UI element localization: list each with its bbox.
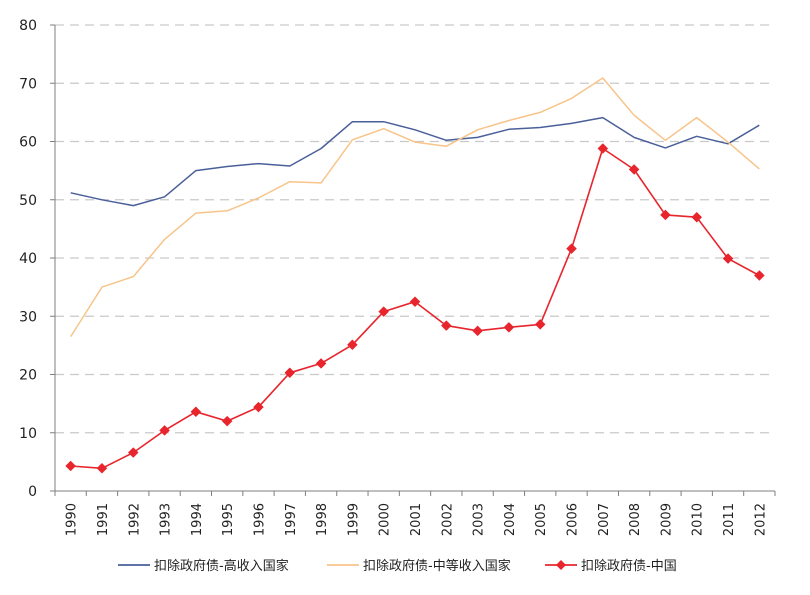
legend-label: 扣除政府债-中国 xyxy=(581,559,677,574)
data-point xyxy=(127,447,139,458)
x-tick-label: 2010 xyxy=(691,503,706,536)
x-tick-label: 2004 xyxy=(503,503,518,536)
x-tick-label: 1993 xyxy=(159,503,174,536)
series-2 xyxy=(70,77,760,338)
x-tick-label: 2000 xyxy=(378,503,393,536)
y-tick-label: 20 xyxy=(19,368,37,384)
x-tick-label: 1995 xyxy=(221,503,236,536)
x-tick-label: 2005 xyxy=(534,503,549,536)
data-point xyxy=(315,358,327,369)
data-point xyxy=(597,143,609,154)
data-point xyxy=(221,415,233,427)
legend-swatch-marker xyxy=(556,560,566,570)
data-point xyxy=(96,462,108,474)
data-point xyxy=(409,296,421,308)
series-3 xyxy=(65,143,765,474)
x-tick-label: 1992 xyxy=(127,503,142,536)
series-group xyxy=(65,77,765,474)
data-point xyxy=(472,325,483,337)
data-point xyxy=(190,406,202,418)
legend-label: 扣除政府债-高收入国家 xyxy=(154,558,289,574)
x-tick-label: 2011 xyxy=(722,503,737,536)
series-line xyxy=(70,77,760,338)
series-1 xyxy=(70,116,760,207)
data-point xyxy=(628,164,640,175)
data-point xyxy=(253,401,264,413)
x-tick-label: 1997 xyxy=(284,503,299,536)
series-line xyxy=(70,116,760,207)
data-point xyxy=(284,367,296,379)
x-tick-label: 2006 xyxy=(566,503,581,536)
data-point xyxy=(691,211,703,223)
y-tick-label: 60 xyxy=(19,135,37,151)
y-tick-label: 30 xyxy=(19,309,37,325)
x-tick-label: 2002 xyxy=(440,503,455,536)
x-tick-label: 2007 xyxy=(597,503,612,536)
legend-item-3: 扣除政府债-中国 xyxy=(545,559,677,574)
data-point xyxy=(65,460,77,472)
x-tick-label: 2001 xyxy=(409,503,424,536)
y-tick-label: 10 xyxy=(19,426,37,442)
y-tick-label: 50 xyxy=(19,193,37,209)
x-tick-label: 2012 xyxy=(753,503,768,536)
x-tick-label: 1990 xyxy=(65,503,80,536)
axes: 0 10 20 30 40 50 60 70 80 1990 1991 1992 1993 1994 199… xyxy=(19,18,776,536)
legend-label: 扣除政府债-中等收入国家 xyxy=(363,558,511,574)
y-tick-label: 0 xyxy=(28,484,37,500)
y-tick-label: 70 xyxy=(19,76,37,92)
data-point xyxy=(440,320,452,331)
data-point xyxy=(566,243,577,255)
y-tick-label: 80 xyxy=(19,18,37,34)
x-tick-label: 1996 xyxy=(252,503,267,536)
data-point xyxy=(660,209,671,221)
data-point xyxy=(347,339,358,351)
legend-item-1: 扣除政府债-高收入国家 xyxy=(118,558,289,574)
data-point xyxy=(378,306,390,317)
legend: 扣除政府债-高收入国家 扣除政府债-中等收入国家 扣除政府债-中国 xyxy=(118,558,677,574)
data-point xyxy=(753,270,765,281)
data-point xyxy=(503,321,515,333)
x-tick-label: 2009 xyxy=(659,503,674,536)
legend-item-2: 扣除政府债-中等收入国家 xyxy=(327,558,511,574)
x-tick-label: 2003 xyxy=(472,503,487,536)
data-point xyxy=(159,425,170,436)
x-tick-label: 1994 xyxy=(190,503,205,536)
x-tick-label: 1999 xyxy=(346,503,361,536)
x-tick-label: 2008 xyxy=(628,503,643,536)
x-tick-label: 1991 xyxy=(96,503,111,536)
y-tick-label: 40 xyxy=(19,251,37,267)
data-point xyxy=(534,319,546,330)
x-tick-label: 1998 xyxy=(315,503,330,536)
data-point xyxy=(722,253,734,264)
